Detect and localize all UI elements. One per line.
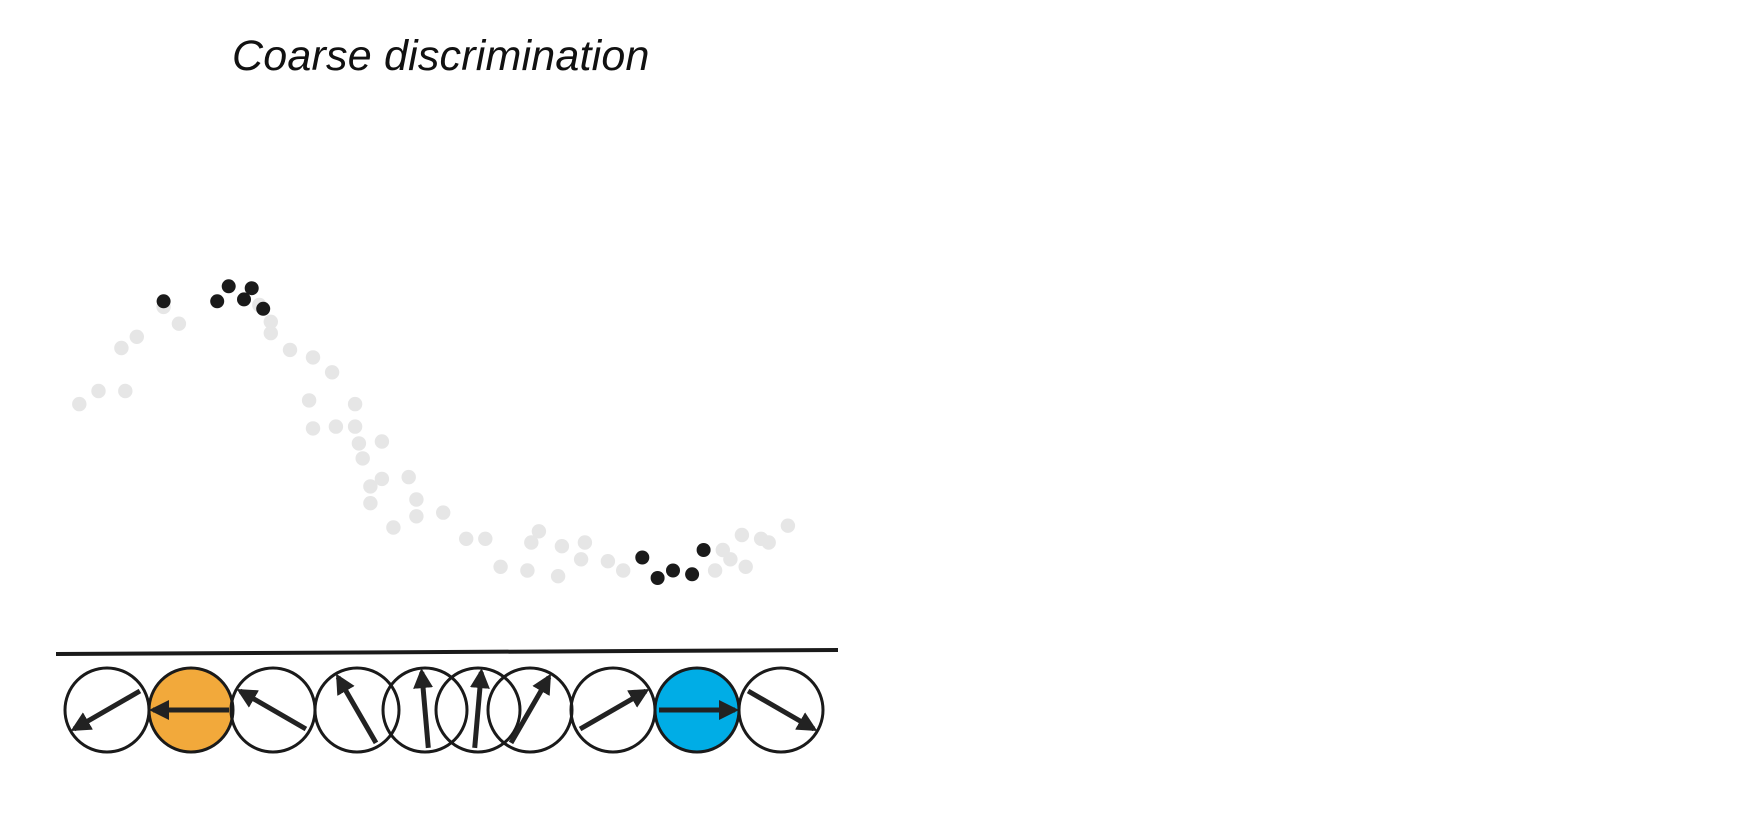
- preferred-direction-arrow-icon: [469, 668, 490, 749]
- response-dot: [493, 559, 508, 574]
- response-dot: [129, 329, 144, 344]
- response-dot: [573, 552, 589, 567]
- response-dot: [118, 383, 133, 399]
- response-dot: [409, 509, 424, 524]
- response-dot: [351, 436, 367, 451]
- response-dot: [114, 340, 129, 356]
- highlighted-response-dot: [244, 281, 259, 296]
- response-dot: [531, 524, 547, 539]
- response-dot: [723, 552, 738, 567]
- neuron-circle: [381, 666, 469, 754]
- neuron-circle: [737, 666, 825, 754]
- response-dot: [550, 569, 566, 584]
- preferred-direction-arrow-icon: [70, 688, 142, 732]
- neuron-unit: [737, 666, 825, 754]
- response-dot: [72, 396, 87, 412]
- highlighted-response-dot: [666, 563, 680, 578]
- response-dot: [577, 535, 593, 550]
- response-dot: [355, 451, 370, 466]
- response-dot: [386, 520, 401, 535]
- neuron-population-row: [63, 666, 825, 754]
- highlighted-response-dot: [650, 571, 665, 585]
- preferred-direction-arrow-icon: [578, 688, 650, 732]
- neuron-unit: [147, 666, 235, 754]
- highlighted-response-dot: [237, 292, 251, 307]
- neuron-unit: [434, 666, 522, 754]
- preferred-direction-arrow-icon: [236, 688, 308, 732]
- response-dot: [305, 350, 321, 365]
- response-dot: [305, 421, 321, 436]
- response-dot: [738, 559, 753, 574]
- response-dot: [409, 492, 424, 507]
- response-dot: [478, 531, 493, 546]
- response-dot: [347, 396, 363, 412]
- highlighted-response-dot: [696, 543, 711, 557]
- neuron-unit: [569, 666, 657, 754]
- neuron-unit: [381, 666, 469, 754]
- response-dot: [347, 419, 363, 434]
- response-dot: [301, 393, 317, 408]
- response-dot: [91, 383, 106, 399]
- highlighted-response-dot: [210, 294, 225, 309]
- highlighted-response-dot: [635, 550, 650, 565]
- neuron-unit: [313, 666, 401, 754]
- response-dot: [520, 563, 535, 578]
- response-dot: [436, 505, 451, 520]
- response-dot: [282, 342, 298, 358]
- highlighted-series: [156, 279, 711, 585]
- response-dot: [554, 539, 570, 554]
- response-dot: [616, 563, 631, 578]
- response-dot: [171, 316, 187, 331]
- response-dot: [263, 314, 278, 329]
- preferred-direction-arrow-icon: [413, 668, 434, 749]
- highlighted-response-dot: [221, 279, 236, 294]
- highlighted-response-dot: [685, 567, 700, 582]
- background-series: [72, 297, 796, 584]
- response-dot: [780, 518, 796, 533]
- highlighted-response-dot: [256, 301, 271, 316]
- response-dot: [324, 365, 340, 380]
- preferred-direction-arrow-icon: [508, 673, 552, 745]
- response-dot: [401, 469, 416, 485]
- neuron-unit: [653, 666, 741, 754]
- neuron-circle: [313, 666, 401, 754]
- tuning-scatter-plot: [72, 279, 796, 585]
- response-dot: [761, 535, 776, 550]
- preferred-direction-arrow-icon: [335, 673, 379, 745]
- response-dot: [363, 479, 378, 494]
- response-dot: [524, 535, 539, 550]
- figure-title: Coarse discrimination: [232, 32, 650, 80]
- response-dot: [374, 471, 390, 487]
- neuron-unit: [486, 666, 574, 754]
- response-dot: [734, 527, 750, 543]
- response-dot: [600, 554, 616, 569]
- neuron-unit: [63, 666, 151, 754]
- response-dot: [328, 419, 344, 434]
- baseline-axis: [55, 648, 839, 656]
- response-dot: [707, 563, 723, 578]
- response-dot: [363, 496, 378, 511]
- response-dot: [374, 434, 390, 449]
- neuron-circle: [434, 666, 522, 754]
- highlighted-response-dot: [156, 294, 171, 309]
- response-dot: [263, 325, 278, 341]
- preferred-direction-arrow-icon: [746, 688, 818, 732]
- response-dot: [459, 531, 474, 546]
- neuron-unit: [229, 666, 317, 754]
